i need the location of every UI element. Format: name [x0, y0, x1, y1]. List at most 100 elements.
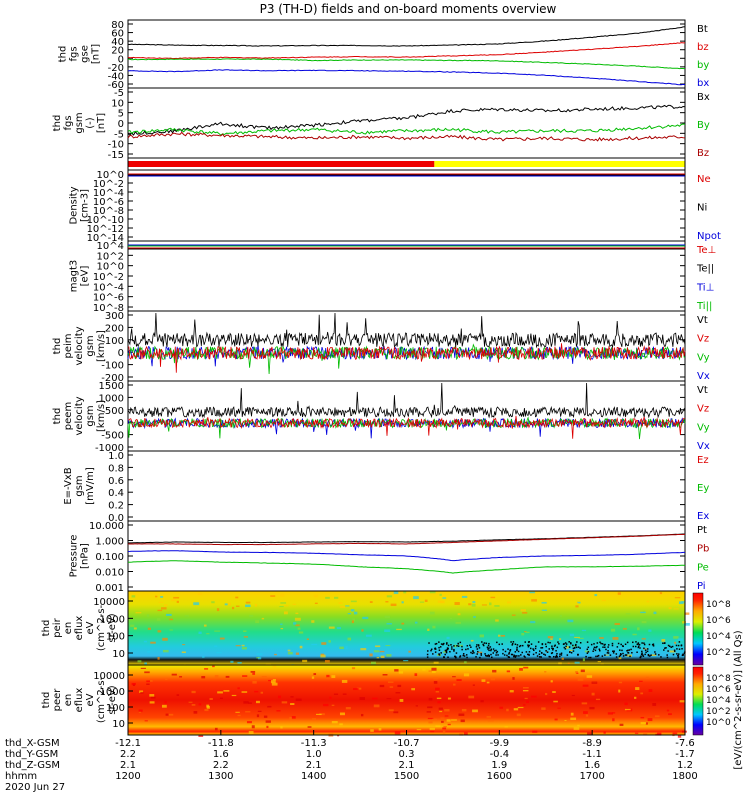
- heatmap-speck: [616, 646, 619, 648]
- heatmap-speck: [640, 722, 647, 725]
- y-tick-label: 10^-14: [87, 233, 124, 244]
- heatmap-speck: [624, 643, 627, 646]
- heatmap-speck: [369, 601, 373, 603]
- heatmap-speck: [433, 681, 438, 684]
- heatmap-speck: [658, 654, 660, 656]
- heatmap-speck: [376, 656, 380, 659]
- heatmap-speck: [235, 645, 241, 647]
- heatmap-speck: [568, 641, 570, 643]
- heatmap-speck: [454, 644, 457, 648]
- heatmap-speck: [241, 691, 248, 693]
- heatmap-speck: [488, 642, 490, 645]
- y-tick-label: 0: [118, 418, 124, 429]
- heatmap-speck: [681, 654, 684, 657]
- heatmap-speck: [149, 701, 155, 704]
- heatmap-speck: [683, 622, 690, 626]
- heatmap-speck: [579, 647, 581, 649]
- heatmap-speck: [646, 650, 649, 653]
- heatmap-speck: [441, 720, 444, 723]
- heatmap-speck: [468, 695, 475, 699]
- heatmap-speck: [573, 727, 580, 730]
- series-line-bz: [127, 42, 685, 60]
- panel-frame: [127, 87, 686, 159]
- y-axis-label: fgs: [69, 46, 80, 61]
- heatmap-speck: [291, 716, 296, 719]
- heatmap-speck: [433, 661, 439, 664]
- heatmap-speck: [461, 708, 467, 712]
- heatmap-speck: [549, 656, 551, 658]
- legend-item-Pb: Pb: [697, 544, 709, 555]
- heatmap-speck: [284, 605, 289, 607]
- heatmap-speck: [582, 658, 585, 662]
- heatmap-speck: [217, 691, 223, 694]
- heatmap-speck: [201, 676, 206, 679]
- legend-item-Te⊥: Te⊥: [696, 245, 716, 256]
- y-axis-label: gsm: [85, 335, 96, 356]
- x-axis-value: 1700: [579, 771, 604, 782]
- heatmap-speck: [526, 653, 529, 656]
- heatmap-speck: [434, 648, 436, 650]
- heatmap-speck: [429, 591, 436, 594]
- heatmap-speck: [390, 603, 397, 607]
- heatmap-speck: [681, 730, 687, 733]
- heatmap-speck: [241, 647, 247, 650]
- heatmap-speck: [347, 613, 351, 615]
- heatmap-speck: [677, 656, 679, 659]
- heatmap-speck: [582, 684, 589, 687]
- heatmap-speck: [567, 662, 570, 665]
- heatmap-speck: [524, 656, 526, 658]
- heatmap-speck: [595, 646, 597, 649]
- heatmap-speck: [678, 601, 684, 605]
- heatmap-speck: [521, 632, 525, 636]
- heatmap-speck: [648, 689, 653, 692]
- heatmap-speck: [443, 725, 447, 728]
- heatmap-speck: [648, 629, 652, 632]
- heatmap-speck: [169, 618, 173, 621]
- heatmap-speck: [498, 643, 501, 646]
- heatmap-speck: [380, 655, 385, 658]
- heatmap-speck: [572, 644, 574, 647]
- y-tick-label: 10000: [93, 671, 125, 682]
- heatmap-speck: [488, 649, 490, 652]
- heatmap-speck: [642, 648, 648, 650]
- heatmap-speck: [586, 652, 589, 654]
- heatmap-speck: [401, 622, 405, 625]
- heatmap-speck: [292, 603, 297, 605]
- heatmap-speck: [325, 596, 330, 599]
- heatmap-speck: [209, 697, 213, 700]
- heatmap-speck: [432, 653, 434, 655]
- y-tick-label: 100: [106, 703, 125, 714]
- heatmap-speck: [618, 655, 621, 658]
- heatmap-speck: [483, 642, 486, 644]
- y-tick-label: -10: [108, 140, 124, 151]
- heatmap-speck: [397, 684, 402, 688]
- heatmap-speck: [524, 697, 528, 700]
- heatmap-speck: [673, 636, 679, 639]
- heatmap-speck: [605, 648, 607, 651]
- heatmap-speck: [135, 612, 142, 614]
- x-axis-value: 2.2: [120, 749, 136, 760]
- heatmap-speck: [214, 727, 218, 731]
- legend-item-Vt: Vt: [697, 385, 708, 396]
- heatmap-speck: [520, 609, 526, 612]
- heatmap-speck: [438, 649, 441, 651]
- y-axis-label: thd: [52, 338, 63, 355]
- heatmap-speck: [643, 642, 645, 644]
- heatmap-speck: [470, 651, 472, 654]
- heatmap-speck: [256, 657, 260, 659]
- heatmap-speck: [447, 723, 451, 726]
- heatmap-speck: [465, 654, 468, 656]
- heatmap-speck: [408, 650, 411, 653]
- heatmap-speck: [492, 669, 497, 673]
- heatmap-speck: [625, 654, 628, 656]
- heatmap-speck: [214, 675, 219, 678]
- heatmap-speck: [252, 672, 256, 675]
- heatmap-speck: [575, 605, 579, 608]
- heatmap-speck: [575, 646, 578, 649]
- x-axis-value: 1500: [394, 771, 419, 782]
- heatmap-speck: [313, 594, 318, 598]
- heatmap-speck: [637, 642, 640, 644]
- heatmap-speck: [302, 659, 308, 663]
- heatmap-speck: [595, 698, 601, 701]
